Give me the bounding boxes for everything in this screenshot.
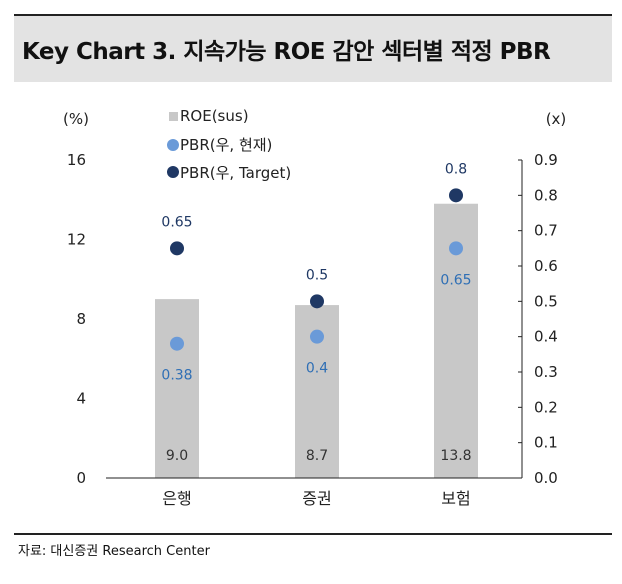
left-axis-unit: (%) [63, 110, 89, 128]
pbr-current-label: 0.4 [306, 361, 328, 377]
title-bar: Key Chart 3. 지속가능 ROE 감안 섹터별 적정 PBR [14, 16, 612, 82]
legend-pbr-current-marker [167, 139, 179, 151]
right-tick-label: 0.3 [534, 363, 558, 381]
category-label: 증권 [302, 489, 331, 508]
source-note: 자료: 대신증권 Research Center [18, 544, 210, 559]
right-tick-label: 0.0 [534, 469, 558, 487]
pbr-current-point [170, 336, 184, 351]
left-tick-label: 0 [76, 469, 86, 487]
left-tick-label: 8 [76, 310, 86, 328]
pbr-target-label: 0.5 [306, 267, 328, 283]
left-tick-label: 4 [76, 390, 86, 408]
right-axis-unit: (x) [546, 110, 567, 128]
right-tick-label: 0.4 [534, 328, 558, 346]
left-tick-label: 16 [67, 151, 86, 169]
category-label: 보험 [441, 489, 470, 508]
legend-pbr-target-marker [167, 166, 179, 178]
right-tick-label: 0.7 [534, 222, 558, 240]
right-tick-label: 0.6 [534, 257, 558, 275]
right-tick-label: 0.9 [534, 151, 558, 169]
pbr-point-labels: 0.38 0.4 0.65 0.65 0.5 0.8 [161, 161, 471, 383]
left-tick-label: 12 [67, 231, 86, 249]
pbr-target-point [310, 294, 324, 309]
roe-bar [155, 299, 199, 478]
right-axis: 0.0 0.1 0.2 0.3 0.4 0.5 0.6 0.7 0.8 0.9 [518, 151, 558, 487]
legend-pbr-current-label: PBR(우, 현재) [180, 136, 272, 154]
roe-bar-label: 13.8 [440, 448, 471, 464]
roe-bar-label: 9.0 [166, 448, 188, 464]
title-top-rule [14, 14, 612, 16]
source-top-rule [14, 533, 612, 535]
category-labels: 은행 증권 보험 [162, 489, 470, 508]
pbr-target-point [449, 188, 463, 203]
roe-bar-label: 8.7 [306, 448, 328, 464]
left-axis-tick-labels: 0 4 8 12 16 [67, 151, 86, 487]
right-tick-label: 0.1 [534, 434, 558, 452]
pbr-target-label: 0.65 [161, 214, 192, 230]
roe-bar-labels: 9.0 8.7 13.8 [166, 448, 472, 464]
category-label: 은행 [162, 489, 191, 508]
legend-roe-label: ROE(sus) [180, 107, 249, 125]
pbr-target-label: 0.8 [445, 161, 467, 177]
right-tick-label: 0.5 [534, 292, 558, 310]
right-tick-label: 0.8 [534, 186, 558, 204]
chart-title: Key Chart 3. 지속가능 ROE 감안 섹터별 적정 PBR [22, 39, 551, 65]
legend: ROE(sus) PBR(우, 현재) PBR(우, Target) [167, 107, 291, 182]
legend-roe-swatch [169, 112, 178, 121]
pbr-current-label: 0.65 [440, 272, 471, 288]
right-tick-label: 0.2 [534, 398, 558, 416]
legend-pbr-target-label: PBR(우, Target) [180, 164, 291, 182]
pbr-target-point [170, 241, 184, 256]
pbr-current-point [310, 329, 324, 344]
pbr-current-point [449, 241, 463, 256]
pbr-points [170, 188, 463, 351]
pbr-current-label: 0.38 [161, 368, 192, 384]
